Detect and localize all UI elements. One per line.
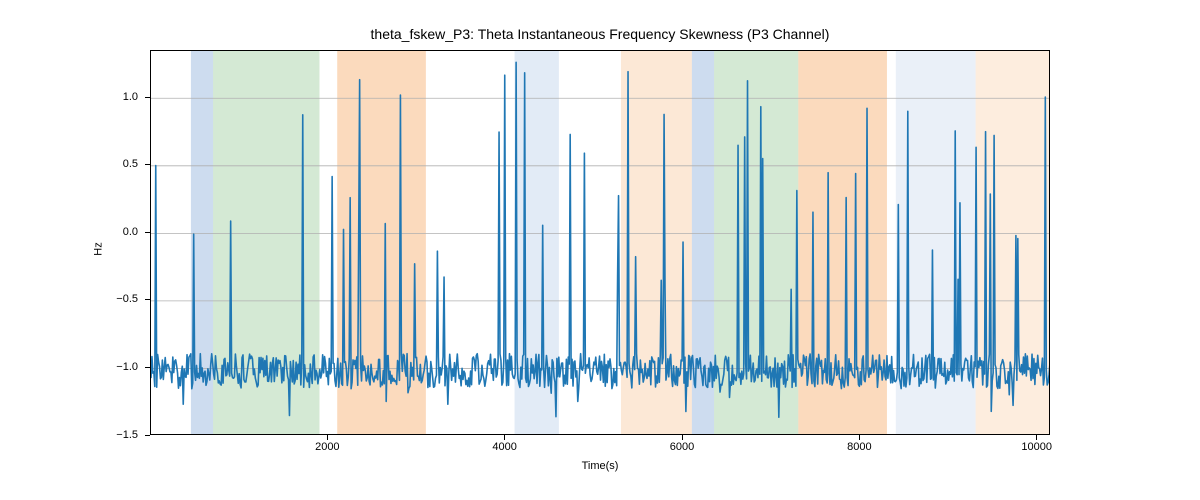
y-tick-mark <box>145 232 150 233</box>
y-tick-label: −1.5 <box>0 429 138 441</box>
x-tick-label: 4000 <box>475 441 535 453</box>
y-tick-label: 0.5 <box>0 158 138 170</box>
x-tick-label: 6000 <box>652 441 712 453</box>
x-tick-mark <box>682 435 683 440</box>
y-tick-mark <box>145 164 150 165</box>
y-tick-mark <box>145 97 150 98</box>
y-axis-label: Hz <box>93 242 105 255</box>
y-tick-label: −0.5 <box>0 293 138 305</box>
x-tick-label: 8000 <box>829 441 889 453</box>
x-tick-label: 10000 <box>1007 441 1067 453</box>
figure: theta_fskew_P3: Theta Instantaneous Freq… <box>0 0 1200 500</box>
plot-area <box>150 50 1050 435</box>
y-tick-label: 0.0 <box>0 226 138 238</box>
y-tick-mark <box>145 435 150 436</box>
y-tick-mark <box>145 299 150 300</box>
y-tick-mark <box>145 367 150 368</box>
chart-title: theta_fskew_P3: Theta Instantaneous Freq… <box>0 26 1200 42</box>
x-tick-mark <box>327 435 328 440</box>
x-tick-mark <box>1036 435 1037 440</box>
x-tick-mark <box>504 435 505 440</box>
y-tick-label: 1.0 <box>0 91 138 103</box>
plot-svg <box>151 51 1050 435</box>
x-tick-label: 2000 <box>297 441 357 453</box>
x-tick-mark <box>859 435 860 440</box>
x-axis-label: Time(s) <box>0 460 1200 472</box>
y-tick-label: −1.0 <box>0 361 138 373</box>
